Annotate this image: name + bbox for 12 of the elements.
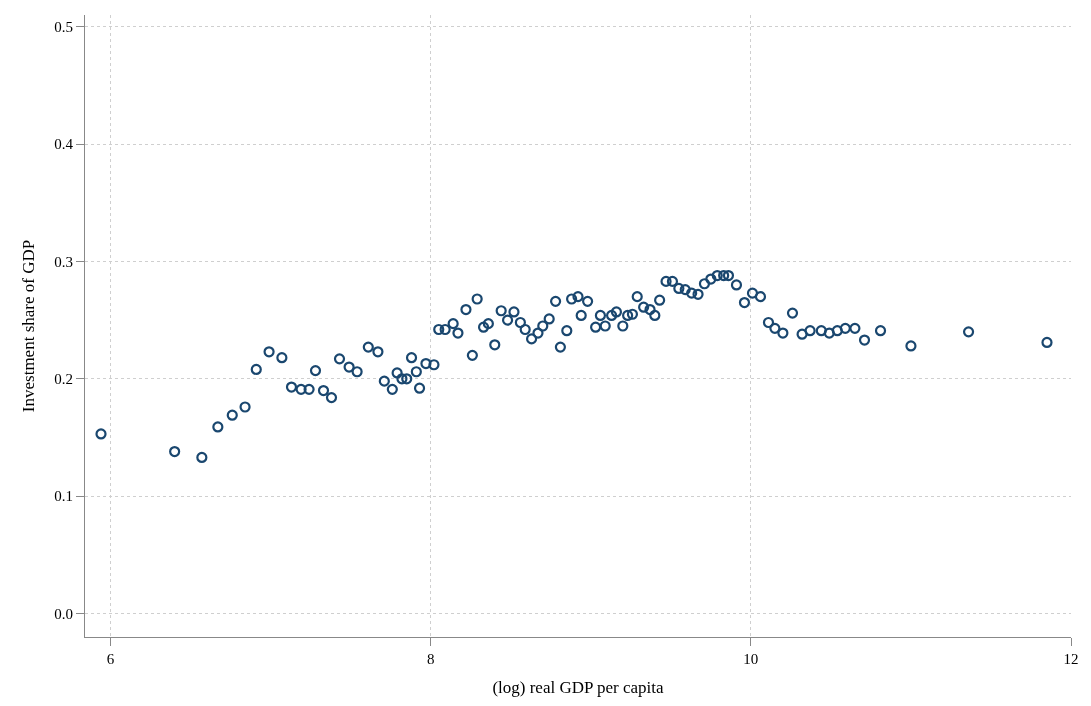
y-tick-label: 0.5 xyxy=(54,18,73,35)
y-axis-title: Investment share of GDP xyxy=(18,239,38,413)
x-tick-label: 6 xyxy=(106,651,115,667)
y-tick-label: 0.3 xyxy=(54,253,73,270)
y-tick-label: 0.4 xyxy=(54,136,74,153)
x-axis-title: (log) real GDP per capita xyxy=(492,678,665,698)
x-tick-label: 8 xyxy=(426,651,435,667)
y-tick-label: 0.0 xyxy=(54,605,73,622)
y-tick-label: 0.1 xyxy=(54,488,73,505)
x-tick-label: 12 xyxy=(1063,651,1079,667)
x-tick-label: 10 xyxy=(743,651,759,667)
y-tick-label: 0.2 xyxy=(54,371,73,388)
